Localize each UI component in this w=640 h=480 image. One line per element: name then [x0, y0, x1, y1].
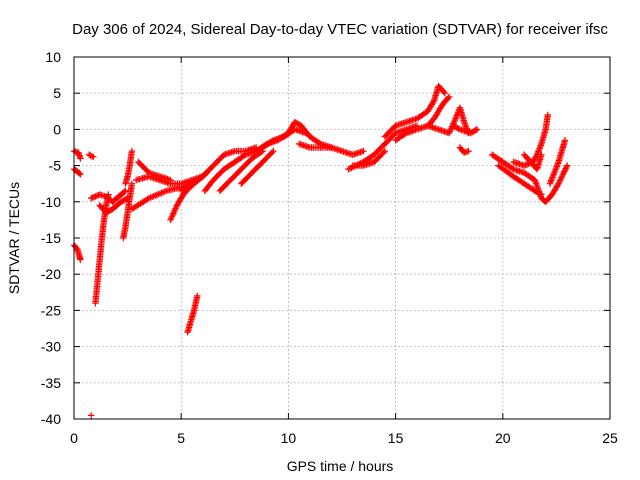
y-tick-label: -20: [41, 266, 61, 282]
data-point: [551, 169, 558, 176]
data-point: [122, 187, 129, 195]
data-point: [472, 126, 479, 134]
data-point: [121, 188, 128, 195]
data-point: [77, 155, 84, 162]
data-point: [441, 90, 449, 97]
x-tick-label: 0: [70, 430, 78, 446]
data-point: [76, 170, 83, 177]
data-point: [85, 151, 93, 158]
data-point: [538, 151, 545, 158]
data-point: [560, 169, 567, 177]
y-tick-label: -10: [41, 194, 61, 210]
data-point: [537, 142, 544, 149]
data-point: [473, 126, 481, 133]
data-point: [346, 165, 354, 172]
data-point: [444, 94, 452, 102]
x-tick-label: 25: [602, 430, 618, 446]
data-point: [548, 175, 555, 183]
plot-frame: [73, 56, 611, 420]
data-point: [558, 173, 566, 180]
data-point: [563, 162, 571, 169]
data-point: [561, 168, 568, 175]
data-point: [88, 412, 95, 419]
y-tick-label: -35: [41, 375, 61, 391]
data-point: [345, 166, 352, 173]
data-point: [455, 125, 462, 132]
data-point: [241, 152, 248, 159]
x-tick-label: 5: [177, 430, 185, 446]
data-point: [556, 179, 563, 186]
data-point: [440, 88, 447, 96]
data-point: [558, 174, 565, 181]
data-point: [167, 176, 174, 184]
data-point: [547, 178, 554, 186]
data-point: [556, 177, 564, 184]
data-point: [561, 166, 569, 174]
data-point: [105, 191, 112, 198]
y-tick-label: -25: [41, 302, 61, 318]
data-point: [535, 148, 542, 155]
data-point: [159, 189, 167, 196]
y-tick-label: -40: [41, 411, 61, 427]
data-point: [270, 147, 277, 155]
data-point: [77, 171, 84, 178]
data-point: [555, 180, 562, 187]
data-point: [87, 152, 94, 159]
data-points: [70, 82, 571, 419]
x-axis-label: GPS time / hours: [287, 458, 394, 474]
x-tick-label: 10: [281, 430, 297, 446]
data-point: [465, 147, 472, 155]
y-tick-label: -15: [41, 230, 61, 246]
data-point: [128, 180, 136, 187]
data-point: [269, 149, 276, 156]
y-tick-label: -5: [49, 158, 62, 174]
data-point: [128, 147, 136, 155]
y-tick-label: 10: [45, 49, 61, 65]
data-point: [90, 153, 97, 161]
data-point: [268, 138, 276, 145]
data-point: [360, 147, 367, 155]
data-point: [88, 153, 96, 160]
data-point: [430, 98, 437, 105]
data-point: [562, 165, 569, 172]
data-point: [536, 190, 544, 197]
data-point: [563, 163, 570, 171]
y-axis-label: SDTVAR / TECUs: [6, 182, 22, 294]
x-tick-label: 20: [495, 430, 511, 446]
data-point: [302, 129, 309, 137]
data-point: [544, 111, 551, 119]
x-tick-label: 15: [388, 430, 404, 446]
data-point: [509, 165, 516, 172]
data-point: [538, 191, 545, 198]
data-point: [194, 292, 201, 300]
y-tick-label: 0: [53, 121, 61, 137]
y-tick-label: -30: [41, 339, 61, 355]
data-point: [380, 149, 387, 156]
data-point: [446, 93, 453, 100]
data-point: [149, 193, 156, 201]
chart-title: Day 306 of 2024, Sidereal Day-to-day VTE…: [72, 21, 608, 38]
data-point: [77, 256, 84, 263]
data-point: [156, 190, 164, 197]
grid-lines: [74, 57, 610, 419]
data-point: [536, 145, 543, 152]
axis-ticks: 0 5 10 15 20 25 -40 -35 -30 -25 -20 -15 -10 -5 0 5 10: [41, 49, 618, 446]
data-point: [381, 147, 389, 155]
data-point: [557, 176, 564, 183]
y-tick-label: 5: [53, 85, 61, 101]
data-point: [561, 137, 569, 144]
data-point: [401, 130, 409, 138]
